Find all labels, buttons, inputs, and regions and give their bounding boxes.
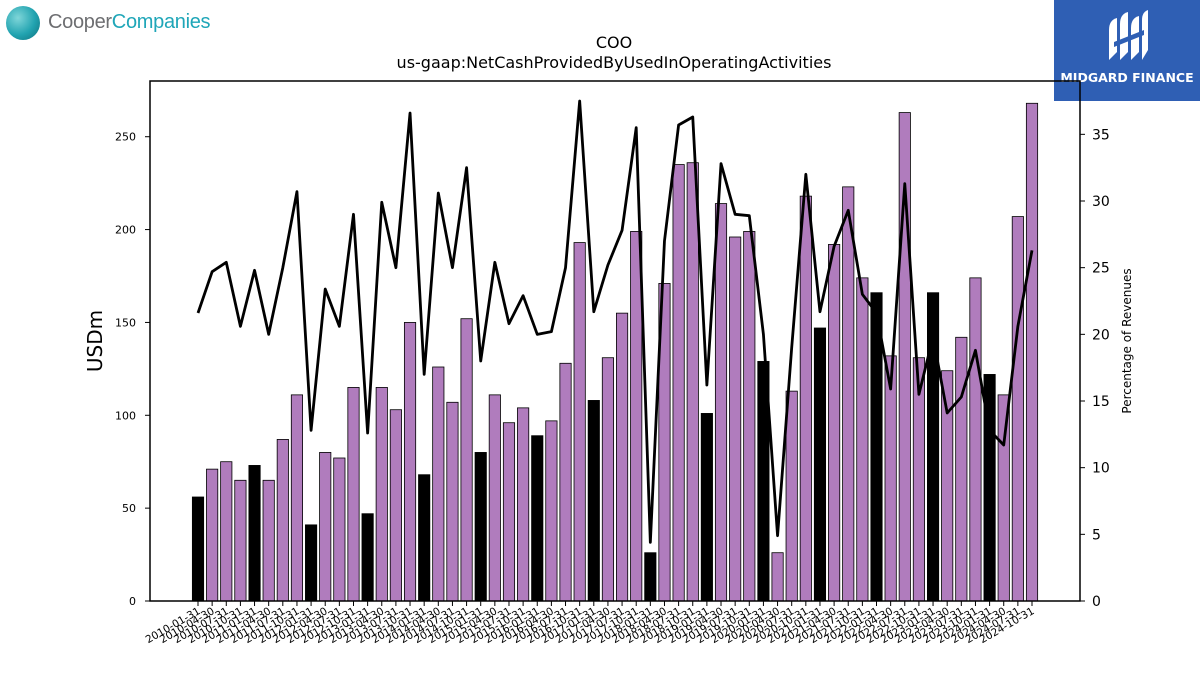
bar-2023-04-30 [941,370,954,602]
y2-tick-label: 35 [1092,127,1110,143]
bar-2016-04-30 [545,420,558,602]
y-tick-label: 150 [115,316,136,329]
bar-2010-10-31 [234,479,247,602]
bar-2015-01-31 [474,452,487,602]
y-tick-label: 200 [115,224,136,237]
bar-2010-07-31 [220,461,233,602]
bar-2014-01-31 [418,474,431,602]
bar-2021-07-31 [842,186,855,602]
bar-2024-07-31 [1011,216,1024,602]
logo-globe-icon [6,6,40,40]
bar-2023-10-31 [969,277,982,602]
bar-2024-10-31 [1025,102,1039,602]
bar-2020-07-31 [785,390,798,602]
bar-2012-07-31 [333,457,346,602]
y2-tick-label: 5 [1092,527,1101,543]
bar-2014-07-31 [446,401,459,602]
bar-2012-04-30 [319,452,332,602]
y2-tick-label: 10 [1092,461,1110,477]
bar-2018-10-31 [686,162,699,602]
bar-2021-01-31 [813,327,827,602]
bar-2011-04-30 [262,479,275,602]
bar-2015-07-31 [502,422,516,602]
left-axis-ticks: 0 50 100 150 200 250 [115,131,150,608]
logo-wordmark: CooperCompanies [48,11,211,34]
bar-2020-10-31 [799,195,812,602]
bar-2022-04-30 [884,355,897,602]
bar-2021-04-30 [828,244,841,602]
bar-2019-04-30 [714,203,728,602]
bar-2014-10-31 [460,318,473,602]
bar-2019-01-31 [700,413,713,602]
bar-2012-10-31 [347,387,360,602]
y-axis-label: USDm [83,310,107,372]
bar-2019-10-31 [743,231,756,602]
bar-2016-07-31 [559,362,572,602]
bar-2016-01-31 [531,435,544,602]
right-axis-ticks: 0 5 10 15 20 25 30 35 [1080,127,1110,610]
y2-tick-label: 20 [1092,327,1110,343]
chart-subtitle: us-gaap:NetCashProvidedByUsedInOperating… [397,53,832,72]
bar-2011-10-31 [290,394,304,602]
line-series [196,99,1034,544]
cooper-companies-logo: CooperCompanies [4,4,211,44]
bar-2016-10-31 [573,242,586,602]
bar-2014-04-30 [432,366,445,602]
percentage-of-revenues-line [196,99,1034,544]
bar-2020-04-30 [771,552,784,602]
bar-series [191,102,1039,602]
y-tick-label: 50 [122,502,136,515]
y-tick-label: 0 [129,595,136,608]
y2-tick-label: 25 [1092,261,1110,277]
y-tick-label: 100 [115,409,136,422]
bar-2017-10-31 [630,231,643,602]
y-tick-label: 250 [115,131,136,144]
plot-frame [149,80,1081,602]
bar-2012-01-31 [305,524,318,602]
bar-2021-10-31 [856,277,869,602]
bar-2017-01-31 [587,400,600,602]
bar-2013-01-31 [361,513,374,602]
y2-axis-label: Percentage of Revenues [1120,268,1134,413]
bar-2023-07-31 [955,336,968,602]
bar-2013-10-31 [403,322,417,602]
midgard-emblem-icon [1109,10,1148,60]
bar-2010-04-30 [206,468,219,602]
bar-2017-07-31 [616,312,629,602]
bar-2013-07-31 [389,409,402,602]
bar-2011-01-31 [248,465,261,602]
bar-2015-10-31 [517,407,530,602]
bar-2019-07-31 [729,236,742,602]
logo-wordmark-part2: Companies [111,11,211,33]
bar-2018-07-31 [672,164,685,602]
x-axis-ticks: 2010-01-312010-04-302010-07-312010-10-31… [144,601,1037,646]
bar-2018-01-31 [644,552,657,602]
midgard-finance-logo: MIDGARD FINANCE [1054,0,1200,101]
bar-2011-07-31 [276,439,289,602]
logo-wordmark-part1: Cooper [48,11,112,33]
y2-tick-label: 0 [1092,594,1101,610]
y2-tick-label: 30 [1092,194,1110,210]
bar-2017-04-30 [601,357,614,602]
chart-title: COO [596,33,632,52]
bar-2015-04-30 [488,394,501,602]
bar-2024-04-30 [997,394,1010,602]
midgard-finance-text: MIDGARD FINANCE [1060,70,1194,85]
y2-tick-label: 15 [1092,394,1110,410]
bar-2013-04-30 [375,387,388,602]
bar-2010-01-31 [191,496,205,602]
